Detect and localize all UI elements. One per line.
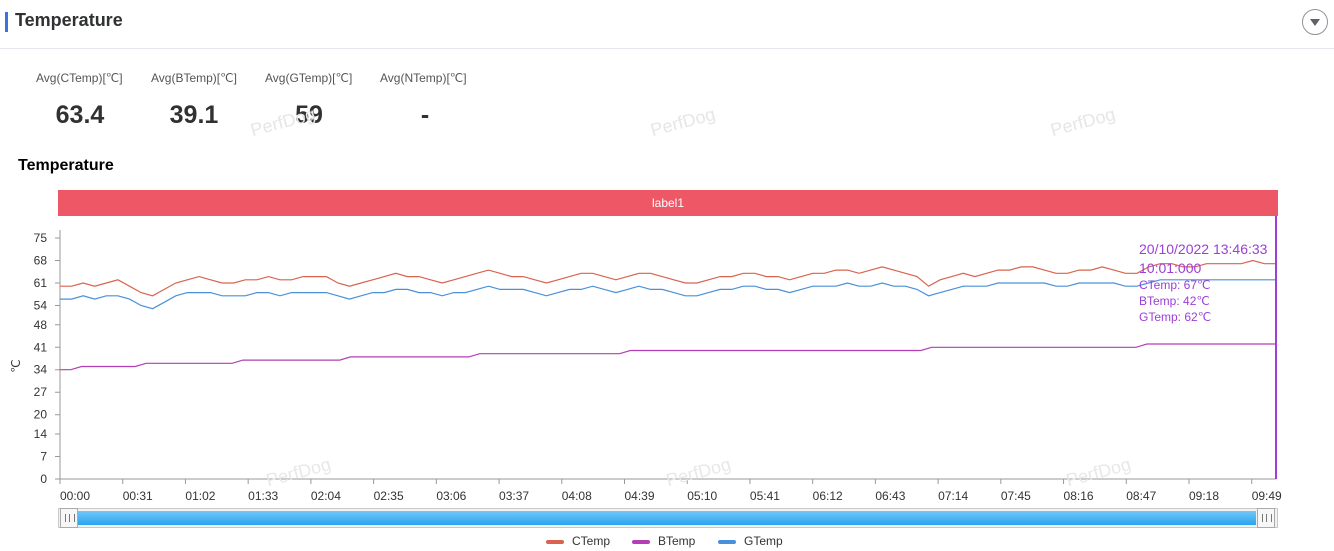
stat-label-btemp: Avg(BTemp)[℃]	[151, 71, 237, 85]
legend-swatch	[718, 539, 736, 544]
panel-header: Temperature	[0, 0, 1334, 49]
x-tick-label: 09:18	[1189, 489, 1219, 503]
chart-title: Temperature	[18, 157, 114, 174]
x-tick-label: 04:08	[562, 489, 592, 503]
x-tick-label: 04:39	[624, 489, 654, 503]
x-tick-label: 06:12	[813, 489, 843, 503]
y-tick-label: 75	[34, 231, 48, 245]
stat-label-gtemp: Avg(GTemp)[℃]	[265, 71, 353, 85]
legend-item-btemp[interactable]: BTemp	[632, 534, 695, 548]
x-tick-label: 01:33	[248, 489, 278, 503]
y-tick-label: 14	[34, 427, 48, 441]
y-tick-label: 61	[34, 276, 48, 290]
header-accent-bar	[5, 12, 8, 32]
tooltip-value: GTemp: 62℃	[1139, 310, 1211, 324]
tooltip-time: 20/10/2022 13:46:33	[1139, 241, 1268, 257]
watermark: PerfDog	[264, 454, 333, 490]
stat-value-ntemp: -	[420, 101, 430, 129]
y-tick-label: 54	[34, 298, 48, 312]
x-tick-label: 09:49	[1252, 489, 1282, 503]
y-tick-label: 7	[40, 450, 47, 464]
stat-label-ntemp: Avg(NTemp)[℃]	[380, 71, 467, 85]
x-tick-label: 06:43	[875, 489, 905, 503]
y-axis-label: ℃	[9, 359, 23, 372]
x-tick-label: 02:04	[311, 489, 341, 503]
watermark: PerfDog	[1064, 454, 1133, 490]
watermark: PerfDog	[664, 454, 733, 490]
series-line-gtemp	[60, 279, 1276, 310]
stat-value-ctemp: 63.4	[55, 101, 105, 129]
series-line-btemp	[60, 343, 1276, 371]
legend-item-gtemp[interactable]: GTemp	[718, 534, 783, 548]
y-tick-label: 34	[34, 363, 48, 377]
x-tick-label: 01:02	[185, 489, 215, 503]
tooltip-value: CTemp: 67℃	[1139, 278, 1211, 292]
legend-label: GTemp	[744, 534, 783, 548]
stat-value-btemp: 39.1	[169, 101, 219, 129]
chevron-down-icon[interactable]	[1302, 9, 1328, 35]
y-tick-label: 41	[34, 340, 48, 354]
tooltip-elapsed: 10:01:000	[1139, 260, 1201, 276]
legend-swatch	[632, 539, 650, 544]
series-line-ctemp	[60, 259, 1276, 297]
x-tick-label: 05:41	[750, 489, 780, 503]
legend-label: CTemp	[572, 534, 611, 548]
legend-label: BTemp	[658, 534, 696, 548]
range-slider-end-handle[interactable]	[1257, 508, 1275, 528]
chart-band-label: label1	[58, 190, 1278, 216]
x-tick-label: 03:37	[499, 489, 529, 503]
x-tick-label: 00:00	[60, 489, 90, 503]
x-tick-label: 05:10	[687, 489, 717, 503]
x-tick-label: 00:31	[123, 489, 153, 503]
x-tick-label: 02:35	[374, 489, 404, 503]
x-tick-label: 07:14	[938, 489, 968, 503]
x-tick-label: 03:06	[436, 489, 466, 503]
y-tick-label: 48	[34, 318, 48, 332]
x-tick-label: 07:45	[1001, 489, 1031, 503]
stat-value-gtemp: 59	[295, 101, 323, 129]
x-tick-label: 08:47	[1126, 489, 1156, 503]
stat-label-ctemp: Avg(CTemp)[℃]	[36, 71, 123, 85]
y-tick-label: 27	[34, 385, 48, 399]
panel-title: Temperature	[15, 10, 123, 30]
range-slider-start-handle[interactable]	[60, 508, 78, 528]
legend-swatch	[546, 539, 564, 544]
range-slider-selection[interactable]	[78, 511, 1256, 525]
x-tick-label: 08:16	[1064, 489, 1094, 503]
y-tick-label: 0	[40, 472, 47, 486]
y-tick-label: 68	[34, 253, 48, 267]
y-tick-label: 20	[34, 408, 48, 422]
tooltip-value: BTemp: 42℃	[1139, 294, 1210, 308]
legend-item-ctemp[interactable]: CTemp	[546, 534, 610, 548]
